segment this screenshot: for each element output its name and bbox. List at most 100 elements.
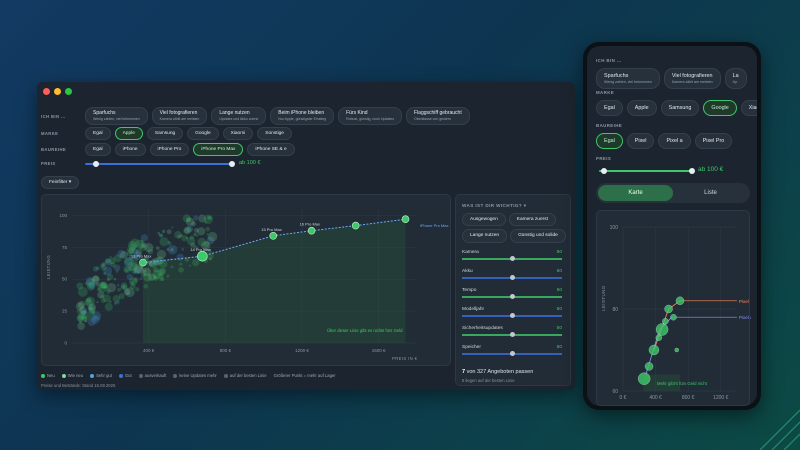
- offer-point[interactable]: [143, 283, 149, 289]
- brand-chip[interactable]: Xiaomi: [222, 127, 254, 141]
- offer-point[interactable]: [101, 262, 106, 267]
- offer-point[interactable]: [130, 280, 135, 285]
- offer-point[interactable]: [181, 248, 185, 251]
- offer-point[interactable]: [138, 241, 148, 251]
- offer-point[interactable]: [76, 282, 84, 290]
- offer-point[interactable]: [159, 267, 167, 275]
- offer-point[interactable]: [85, 276, 95, 286]
- offer-point[interactable]: [87, 318, 96, 327]
- offer-point[interactable]: [119, 250, 128, 259]
- offer-point[interactable]: [178, 266, 184, 273]
- weight-slider-handle[interactable]: [510, 332, 515, 337]
- offer-point[interactable]: [113, 277, 117, 281]
- offer-point[interactable]: [143, 272, 152, 282]
- offer-point[interactable]: [166, 248, 170, 251]
- offer-point[interactable]: [76, 314, 85, 322]
- phone-persona-chip[interactable]: Sparfuchs Wenig zahlen, viel bekommen: [596, 68, 660, 89]
- offer-point[interactable]: [184, 226, 192, 234]
- performance-price-chart[interactable]: 13 Pro Max 14 Pro Max 15 Pro Max 16 Pro Max…: [42, 195, 452, 367]
- offer-point[interactable]: [133, 270, 137, 274]
- offer-point[interactable]: [128, 268, 132, 272]
- preset-chip[interactable]: Ausgewogen: [462, 213, 506, 227]
- offer-point[interactable]: [201, 241, 211, 251]
- offer-point[interactable]: [182, 214, 191, 223]
- tab-karte[interactable]: Karte: [598, 185, 673, 201]
- offer-point[interactable]: [135, 262, 139, 266]
- offer-point[interactable]: [100, 294, 104, 299]
- offer-point[interactable]: [77, 315, 85, 323]
- offer-point[interactable]: [142, 267, 152, 277]
- offer-point[interactable]: [94, 316, 97, 319]
- offer-point[interactable]: [144, 256, 148, 260]
- offer-point[interactable]: [157, 273, 164, 280]
- offer-point[interactable]: [160, 277, 165, 282]
- offer-point[interactable]: [83, 311, 92, 320]
- phone-price-slider[interactable]: [599, 168, 695, 174]
- offer-point[interactable]: [124, 287, 135, 298]
- offer-point[interactable]: [105, 258, 111, 264]
- persona-chip[interactable]: Viel fotografieren Kamera zählt am meiste…: [151, 107, 208, 126]
- offer-point[interactable]: [123, 265, 131, 274]
- offer-point[interactable]: [75, 302, 84, 311]
- offer-point[interactable]: [167, 241, 172, 246]
- offer-point[interactable]: [77, 313, 85, 320]
- offer-point[interactable]: [664, 304, 673, 314]
- offer-point[interactable]: [152, 266, 159, 273]
- offer-point[interactable]: [655, 334, 663, 341]
- offer-point[interactable]: [92, 266, 99, 272]
- offer-point[interactable]: [144, 242, 154, 253]
- offer-point[interactable]: [110, 261, 116, 268]
- series-chip[interactable]: iPhone Pro: [149, 143, 190, 157]
- weight-slider[interactable]: [462, 256, 562, 261]
- weight-slider-handle[interactable]: [510, 256, 515, 261]
- offer-point[interactable]: [152, 257, 162, 266]
- offer-point[interactable]: [180, 234, 184, 237]
- offer-point[interactable]: [91, 275, 100, 284]
- offer-point[interactable]: [135, 287, 140, 292]
- offer-point[interactable]: [117, 287, 122, 292]
- offer-point[interactable]: [128, 248, 134, 254]
- offer-point[interactable]: [190, 242, 196, 248]
- offer-point[interactable]: [126, 248, 130, 252]
- offer-point[interactable]: [166, 229, 172, 235]
- offer-point[interactable]: [127, 240, 137, 250]
- offer-point[interactable]: [167, 244, 178, 255]
- offer-point[interactable]: [130, 238, 140, 248]
- price-slider-max-handle[interactable]: [229, 161, 235, 167]
- offer-point[interactable]: [675, 296, 685, 306]
- offer-point[interactable]: [135, 265, 144, 274]
- offer-point[interactable]: [130, 262, 138, 271]
- offer-point[interactable]: [135, 249, 143, 256]
- phone-brand-chip[interactable]: Apple: [626, 100, 657, 116]
- offer-point[interactable]: [115, 270, 119, 273]
- offer-point[interactable]: [670, 313, 677, 321]
- preset-chip[interactable]: Günstig und solide: [510, 229, 566, 243]
- offer-point[interactable]: [192, 258, 200, 267]
- weight-slider-handle[interactable]: [510, 294, 515, 299]
- offer-point[interactable]: [159, 278, 162, 282]
- offer-point[interactable]: [120, 285, 126, 290]
- brand-chip[interactable]: Google: [187, 127, 219, 141]
- offer-point[interactable]: [188, 264, 192, 267]
- offer-point[interactable]: [207, 231, 218, 242]
- offer-point[interactable]: [129, 277, 138, 286]
- offer-point[interactable]: [206, 236, 215, 245]
- offer-point[interactable]: [104, 258, 112, 266]
- offer-point[interactable]: [189, 235, 195, 240]
- offer-point[interactable]: [154, 260, 159, 266]
- offer-point[interactable]: [78, 321, 82, 325]
- frontier-point[interactable]: [401, 215, 410, 224]
- offer-point[interactable]: [96, 301, 99, 304]
- offer-point[interactable]: [124, 257, 133, 266]
- offer-point[interactable]: [170, 248, 174, 252]
- phone-price-max-handle[interactable]: [689, 168, 695, 174]
- preset-chip[interactable]: Kamera zuerst: [508, 213, 556, 227]
- persona-chip[interactable]: Beim iPhone bleiben Nur Apple, günstigste…: [270, 107, 335, 126]
- offer-point[interactable]: [97, 291, 105, 299]
- offer-point[interactable]: [132, 254, 137, 259]
- weight-slider-handle[interactable]: [510, 351, 515, 356]
- offer-point[interactable]: [139, 277, 143, 280]
- offer-point[interactable]: [159, 259, 168, 269]
- offer-point[interactable]: [117, 249, 126, 258]
- legend-item[interactable]: auf der besten Linie: [223, 373, 267, 378]
